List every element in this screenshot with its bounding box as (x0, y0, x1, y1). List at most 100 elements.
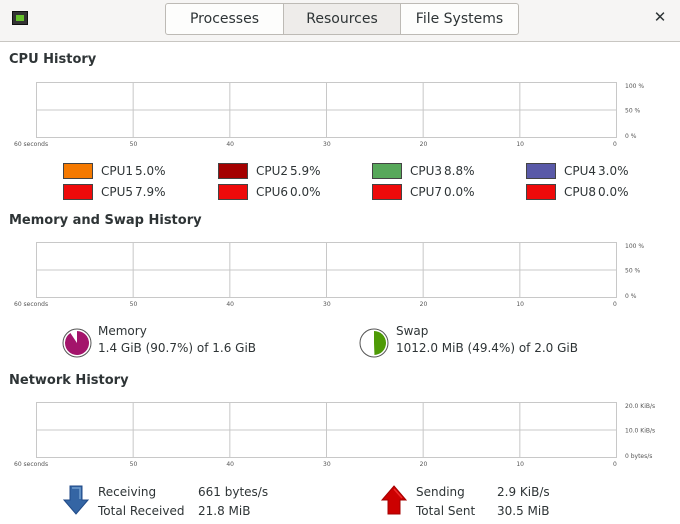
cpu3-label: CPU3 (410, 164, 443, 178)
cpu-y-tick-label: 0 % (625, 133, 637, 140)
cpu6-label: CPU6 (256, 185, 289, 199)
memory-swap-history-graph: 60 seconds 50 40 30 20 10 0 100 % 50 % 0 % (9, 242, 679, 322)
receiving-labels: Receiving Total Received (98, 483, 184, 521)
sending-values: 2.9 KiB/s 30.5 MiB (497, 483, 550, 521)
total-received-label: Total Received (98, 504, 185, 518)
cpu4-color-swatch[interactable] (526, 163, 556, 179)
cpu-x-tick-label: 40 (226, 141, 234, 148)
swap-info: Swap 1012.0 MiB (49.4%) of 2.0 GiB (396, 324, 578, 355)
cpu-legend-item-2: CPU2 5.9% (218, 163, 321, 179)
memory-x-tick-label: 60 seconds (14, 301, 48, 308)
cpu-x-tick-label: 60 seconds (14, 141, 48, 148)
memory-x-tick-label: 30 (323, 301, 331, 308)
network-y-tick-label: 10.0 KiB/s (625, 428, 655, 435)
network-x-tick-label: 50 (130, 461, 138, 468)
cpu2-color-swatch[interactable] (218, 163, 248, 179)
receiving-values: 661 bytes/s 21.8 MiB (198, 483, 268, 521)
cpu-x-tick-label: 30 (323, 141, 331, 148)
swap-detail: 1012.0 MiB (49.4%) of 2.0 GiB (396, 341, 578, 355)
cpu-x-tick-label: 0 (613, 141, 617, 148)
network-x-tick-label: 40 (226, 461, 234, 468)
cpu5-label: CPU5 (101, 185, 134, 199)
tab-processes[interactable]: Processes (166, 4, 284, 34)
cpu4-label: CPU4 (564, 164, 597, 178)
close-icon[interactable]: ✕ (653, 8, 667, 26)
cpu-graph-svg: 60 seconds 50 40 30 20 10 0 100 % 50 % 0 % (14, 82, 644, 148)
swap-label: Swap (396, 324, 429, 338)
cpu-legend-item-5: CPU5 7.9% (63, 184, 166, 200)
network-x-tick-label: 60 seconds (14, 461, 48, 468)
header-bar: Processes Resources File Systems ✕ (0, 0, 680, 42)
cpu-legend-item-7: CPU7 0.0% (372, 184, 475, 200)
cpu8-color-swatch[interactable] (526, 184, 556, 200)
cpu8-value: 0.0% (598, 185, 629, 199)
cpu7-value: 0.0% (444, 185, 475, 199)
cpu1-label: CPU1 (101, 164, 134, 178)
memory-y-tick-label: 50 % (625, 268, 641, 275)
memory-x-tick-label: 10 (516, 301, 524, 308)
cpu-x-tick-label: 20 (420, 141, 428, 148)
network-x-tick-label: 20 (420, 461, 428, 468)
swap-pie-slice (374, 331, 387, 355)
memory-usage-pie[interactable] (61, 327, 93, 359)
cpu1-value: 5.0% (135, 164, 166, 178)
memory-x-tick-label: 40 (226, 301, 234, 308)
cpu-y-tick-label: 100 % (625, 83, 644, 90)
network-y-tick-label: 20.0 KiB/s (625, 403, 655, 410)
cpu8-label: CPU8 (564, 185, 597, 199)
cpu6-value: 0.0% (290, 185, 321, 199)
cpu5-value: 7.9% (135, 185, 166, 199)
memory-x-tick-label: 0 (613, 301, 617, 308)
cpu-legend-item-8: CPU8 0.0% (526, 184, 629, 200)
memory-swap-history-title: Memory and Swap History (9, 213, 202, 228)
memory-detail: 1.4 GiB (90.7%) of 1.6 GiB (98, 341, 257, 355)
system-monitor-icon (12, 11, 28, 25)
total-sent-label: Total Sent (416, 504, 476, 518)
tab-resources[interactable]: Resources (284, 4, 401, 34)
cpu-legend-item-4: CPU4 3.0% (526, 163, 629, 179)
network-graph-svg: 60 seconds 50 40 30 20 10 0 20.0 KiB/s 10.0 KiB/… (14, 402, 655, 468)
network-history-title: Network History (9, 373, 129, 388)
receiving-label: Receiving (98, 485, 157, 499)
cpu3-color-swatch[interactable] (372, 163, 402, 179)
cpu-x-tick-label: 50 (130, 141, 138, 148)
cpu-y-tick-label: 50 % (625, 108, 641, 115)
network-x-tick-label: 30 (323, 461, 331, 468)
sending-arrow-icon[interactable] (381, 485, 407, 515)
receiving-arrow-icon[interactable] (63, 485, 89, 515)
network-y-tick-label: 0 bytes/s (625, 453, 652, 460)
memory-info: Memory 1.4 GiB (90.7%) of 1.6 GiB (98, 324, 256, 355)
cpu5-color-swatch[interactable] (63, 184, 93, 200)
cpu3-value: 8.8% (444, 164, 475, 178)
cpu-history-title: CPU History (9, 52, 97, 67)
network-x-tick-label: 10 (516, 461, 524, 468)
memory-y-tick-label: 100 % (625, 243, 644, 250)
cpu4-value: 3.0% (598, 164, 629, 178)
sending-label: Sending (416, 485, 465, 499)
network-x-tick-label: 0 (613, 461, 617, 468)
swap-usage-pie[interactable] (358, 327, 390, 359)
sending-rate: 2.9 KiB/s (497, 485, 550, 499)
view-switcher: Processes Resources File Systems (165, 3, 519, 35)
cpu2-label: CPU2 (256, 164, 289, 178)
memory-x-tick-label: 20 (420, 301, 428, 308)
cpu-legend-item-3: CPU3 8.8% (372, 163, 475, 179)
cpu2-value: 5.9% (290, 164, 321, 178)
receiving-rate: 661 bytes/s (198, 485, 269, 499)
total-sent-value: 30.5 MiB (497, 504, 550, 518)
cpu6-color-swatch[interactable] (218, 184, 248, 200)
network-history-graph: 60 seconds 50 40 30 20 10 0 20.0 KiB/s 10.0 KiB/… (9, 402, 679, 482)
memory-y-tick-label: 0 % (625, 293, 637, 300)
cpu-history-graph: 60 seconds 50 40 30 20 10 0 100 % 50 % 0 % (9, 82, 679, 162)
cpu-legend-item-6: CPU6 0.0% (218, 184, 321, 200)
cpu-legend-item-1: CPU1 5.0% (63, 163, 166, 179)
memory-pie-slice (65, 331, 89, 355)
memory-label: Memory (98, 324, 147, 338)
memory-x-tick-label: 50 (130, 301, 138, 308)
tab-file-systems[interactable]: File Systems (415, 11, 504, 27)
cpu7-label: CPU7 (410, 185, 443, 199)
cpu7-color-swatch[interactable] (372, 184, 402, 200)
cpu1-color-swatch[interactable] (63, 163, 93, 179)
memory-graph-svg: 60 seconds 50 40 30 20 10 0 100 % 50 % 0 % (14, 242, 644, 308)
total-received-value: 21.8 MiB (198, 504, 251, 518)
